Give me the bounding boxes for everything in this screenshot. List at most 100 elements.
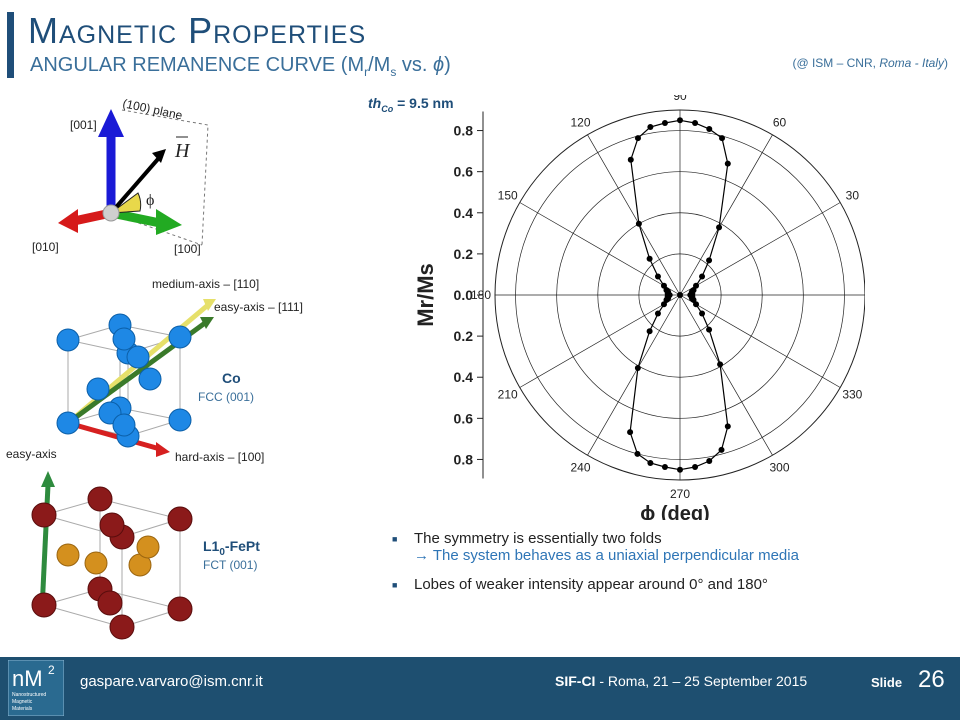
fept-structure: FCT (001) (203, 558, 258, 572)
polar-data-point (635, 220, 642, 227)
angle-wedge (109, 192, 142, 214)
co-hard-axis-arrow (67, 420, 161, 452)
polar-data-point (724, 423, 731, 430)
polar-angle-tick-label: 150 (498, 189, 518, 203)
polar-data-point (716, 224, 723, 231)
polar-data-point (654, 310, 661, 317)
polar-data-point (634, 450, 641, 457)
polar-data-point (706, 126, 713, 133)
label-001: [001] (70, 118, 97, 132)
polar-angle-tick-label: 270 (670, 487, 690, 501)
polar-data-point (699, 273, 706, 280)
polar-data-point (692, 119, 699, 126)
polar-grid-spoke (679, 294, 773, 456)
svg-text:nM: nM (12, 666, 43, 691)
svg-text:Materials: Materials (12, 706, 33, 712)
polar-data-point (724, 160, 731, 167)
polar-data-point (677, 117, 683, 124)
polar-grid-spoke (587, 134, 681, 296)
co-structure: FCC (001) (198, 390, 255, 404)
polar-radial-tick-label: 0.8 (454, 451, 474, 467)
co-material-name: Co (222, 370, 241, 386)
conference-info: SIF-CI - Roma, 21 – 25 September 2015 (555, 673, 808, 689)
polar-angle-tick-label: 60 (773, 116, 787, 130)
polar-data-point (646, 255, 653, 262)
contact-email[interactable]: gaspare.varvaro@ism.cnr.it (80, 673, 263, 690)
polar-data-point (647, 460, 654, 467)
field-arrow (109, 157, 160, 215)
polar-data-point (699, 310, 706, 317)
institution-credit: (@ ISM – CNR, Roma - Italy) (792, 56, 948, 70)
bullet-item: ■ The symmetry is essentially two folds (392, 530, 952, 547)
polar-angle-tick-label: 240 (570, 460, 590, 474)
polar-data-point (634, 364, 641, 371)
plane-label: (100) plane (121, 96, 184, 122)
polar-radial-tick-label: 0.0 (454, 287, 474, 303)
bullet-subtext: → The system behaves as a uniaxial perpe… (414, 547, 799, 564)
polar-data-point (690, 287, 697, 294)
polar-angle-tick-label: 300 (769, 460, 789, 474)
co-easy-axis-label: easy-axis – [111] (214, 300, 303, 314)
slide-label: Slide (871, 675, 903, 690)
svg-text:Magnetic: Magnetic (12, 699, 33, 705)
angle-label: ϕ (146, 192, 154, 209)
polar-angle-tick-label: 90 (673, 95, 687, 103)
polar-data-point (719, 135, 726, 142)
co-hard-axis-label: hard-axis – [100] (175, 450, 265, 464)
polar-data-point (689, 293, 696, 300)
polar-grid-spoke (679, 202, 841, 296)
footer-bar (0, 657, 960, 720)
polar-data-point (627, 156, 634, 163)
polar-data-point (693, 301, 700, 308)
polar-data-point (627, 429, 634, 436)
polar-data-point (660, 301, 667, 308)
polar-origin-point (677, 292, 683, 298)
crystal-axes-diagram: (100) plane [001] [010] [100] H ϕ (32, 96, 209, 256)
polar-remanence-chart: 0306090120150180210240270300330 0.80.60.… (413, 95, 865, 520)
slide-number: 26 (918, 666, 945, 693)
polar-radial-tick-label: 0.6 (454, 164, 474, 180)
bullet-item: ■ Lobes of weaker intensity appear aroun… (392, 576, 952, 593)
co-medium-axis-label: medium-axis – [110] (152, 277, 260, 291)
field-label: H (174, 140, 191, 162)
polar-data-point (717, 361, 724, 368)
polar-data-point (718, 446, 725, 453)
polar-grid-spoke (679, 134, 773, 296)
polar-data-point (677, 466, 683, 473)
nm2-logo: nM 2 Nanostructured Magnetic Materials (8, 660, 64, 716)
polar-y-axis-label: Mr/Ms (413, 263, 438, 327)
label-100: [100] (174, 242, 201, 256)
title-accent-bar (7, 12, 14, 78)
fept-material-name: L10-FePt (203, 538, 260, 558)
polar-data-point (692, 464, 699, 471)
polar-data-point (706, 326, 713, 333)
polar-grid-spoke (519, 294, 681, 388)
thickness-label: thCo = 9.5 nm (368, 95, 454, 114)
polar-radial-tick-label: 0.6 (454, 410, 474, 426)
svg-text:2: 2 (48, 663, 55, 677)
fept-fct-cell-diagram (31, 471, 193, 640)
polar-data-point (660, 282, 667, 289)
polar-grid-spoke (519, 202, 681, 296)
polar-data-point (706, 457, 713, 464)
polar-data-point (693, 282, 700, 289)
polar-data-point (654, 273, 661, 280)
polar-radial-tick-label: 0.8 (454, 123, 474, 139)
polar-grid-spoke (587, 294, 681, 456)
svg-text:Nanostructured: Nanostructured (12, 692, 46, 698)
polar-grid-spoke (679, 294, 841, 388)
label-010: [010] (32, 240, 59, 254)
polar-data-point (661, 119, 668, 126)
polar-data-point (634, 135, 641, 142)
slide-subtitle: ANGULAR REMANENCE CURVE (Mr/Ms vs. ϕ) (30, 54, 451, 79)
bullet-square-icon: ■ (392, 534, 398, 544)
polar-data-point (661, 464, 668, 471)
polar-x-axis-label: ϕ (deg) (640, 503, 709, 520)
polar-angle-tick-label: 210 (498, 388, 518, 402)
polar-angle-tick-label: 120 (570, 116, 590, 130)
polar-angle-tick-label: 30 (846, 189, 860, 203)
polar-data-point (647, 123, 654, 130)
polar-radial-tick-label: 0.4 (454, 369, 474, 385)
co-fcc-cell-diagram (56, 299, 216, 457)
bullet-list: ■ The symmetry is essentially two folds … (392, 530, 952, 593)
